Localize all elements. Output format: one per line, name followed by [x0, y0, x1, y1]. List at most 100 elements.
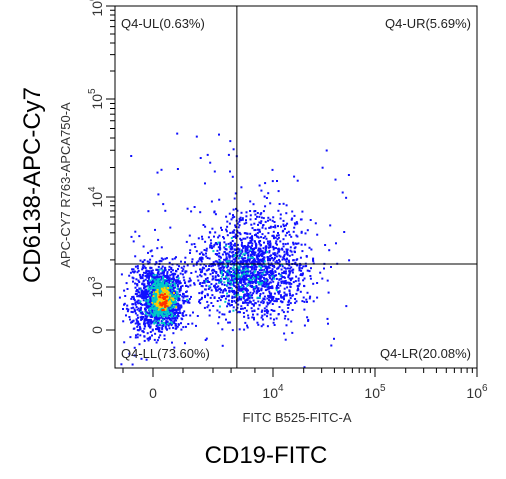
event-dot — [149, 250, 152, 253]
event-dot — [173, 346, 176, 349]
event-dot — [195, 250, 198, 253]
event-dot — [204, 182, 206, 185]
event-dot — [162, 324, 165, 327]
event-dot — [224, 244, 227, 247]
event-dot — [144, 322, 147, 325]
event-dot — [221, 296, 223, 299]
event-dot — [163, 338, 166, 340]
event-dot — [292, 241, 295, 244]
event-dot — [269, 218, 272, 221]
event-dot — [243, 222, 246, 225]
event-dot — [239, 298, 241, 301]
event-dot — [269, 240, 272, 243]
event-dot — [251, 236, 253, 239]
event-dot — [269, 281, 272, 284]
event-dot — [159, 275, 162, 278]
event-dot — [170, 270, 173, 273]
event-dot — [139, 300, 142, 303]
event-dot — [211, 247, 214, 250]
event-dot — [167, 311, 170, 313]
event-dot — [254, 229, 257, 231]
event-dot — [321, 166, 324, 169]
event-dot — [247, 270, 250, 273]
event-dot — [241, 217, 244, 220]
event-dot — [185, 314, 188, 317]
event-dot — [269, 245, 272, 248]
event-dot — [267, 287, 270, 290]
event-dot — [146, 322, 149, 324]
event-dot — [278, 290, 281, 293]
event-dot — [234, 226, 237, 228]
event-dot — [161, 269, 164, 272]
event-dot — [230, 299, 233, 302]
event-dot — [295, 292, 298, 295]
event-dot — [242, 260, 245, 263]
event-dot — [292, 259, 295, 262]
event-dot — [275, 317, 278, 320]
event-dot — [303, 366, 306, 369]
event-dot — [213, 210, 216, 213]
event-dot — [141, 311, 144, 314]
event-dot — [147, 303, 150, 306]
event-dot — [235, 277, 237, 280]
event-dot — [178, 280, 181, 283]
event-dot — [210, 200, 213, 203]
event-dot — [154, 321, 157, 324]
event-dot — [160, 284, 163, 287]
event-dot — [122, 320, 125, 323]
event-dot — [221, 273, 224, 275]
event-dot — [297, 242, 300, 245]
event-dot — [286, 250, 289, 253]
event-dot — [240, 298, 243, 301]
event-dot — [291, 309, 294, 311]
event-dot — [161, 321, 164, 324]
event-dot — [143, 327, 146, 330]
event-dot — [273, 274, 276, 277]
event-dot — [234, 260, 237, 263]
event-dot — [122, 308, 124, 310]
event-dot — [132, 327, 135, 330]
event-dot — [265, 237, 268, 240]
event-dot — [222, 269, 225, 272]
event-dot — [190, 295, 192, 298]
event-dot — [283, 280, 286, 283]
event-dot — [140, 303, 143, 306]
event-dot — [310, 248, 313, 251]
event-dot — [229, 274, 232, 277]
event-dot — [258, 228, 261, 231]
event-dot — [171, 341, 173, 344]
event-dot — [242, 253, 245, 256]
event-dot — [156, 283, 159, 286]
event-dot — [158, 305, 161, 308]
event-dot — [156, 308, 159, 311]
event-dot — [265, 247, 268, 250]
event-dot — [239, 216, 242, 219]
event-dot — [300, 243, 303, 246]
event-dot — [250, 246, 252, 249]
event-dot — [283, 257, 285, 260]
event-dot — [220, 229, 223, 231]
event-dot — [253, 262, 256, 265]
event-dot — [168, 265, 171, 268]
event-dot — [147, 281, 150, 284]
event-dot — [248, 274, 251, 277]
event-dot — [240, 281, 242, 284]
event-dot — [238, 285, 241, 288]
event-dot — [263, 295, 266, 298]
event-dot — [235, 237, 238, 239]
event-dot — [242, 297, 245, 300]
event-dot — [235, 286, 237, 289]
event-dot — [295, 221, 298, 224]
event-dot — [248, 278, 251, 280]
y-axis-label: APC-CY7 R763-APCA750-A — [58, 102, 73, 268]
event-dot — [244, 248, 247, 251]
event-dot — [271, 234, 274, 237]
event-dot — [176, 305, 179, 308]
event-dot — [176, 292, 179, 295]
event-dot — [272, 259, 275, 262]
event-dot — [319, 271, 322, 274]
event-dot — [281, 296, 284, 299]
event-dot — [278, 254, 281, 257]
event-dot — [144, 299, 147, 302]
event-dot — [301, 250, 304, 253]
